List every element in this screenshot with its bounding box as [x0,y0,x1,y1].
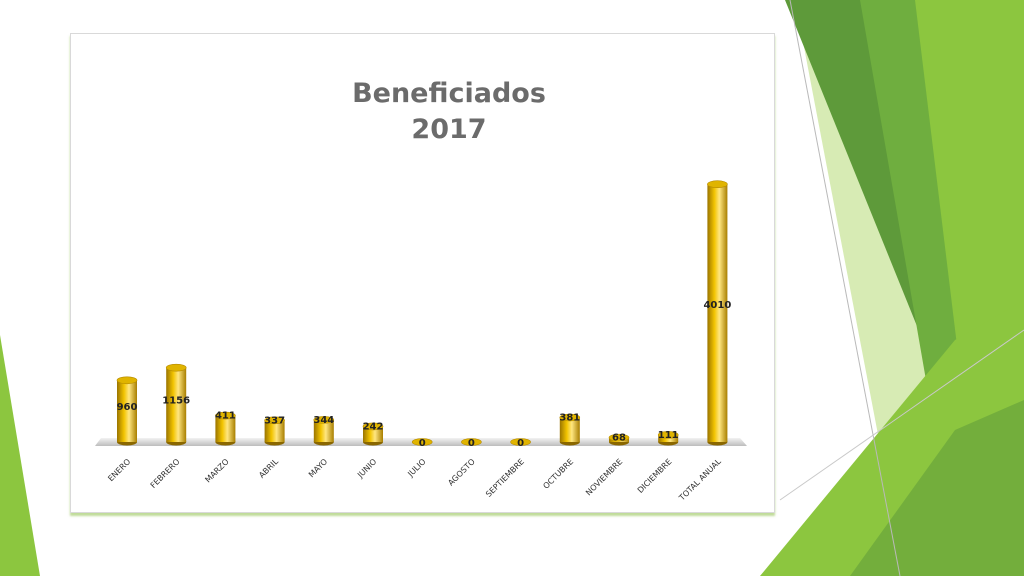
bar-mayo [313,416,335,446]
bar-octubre [559,413,581,446]
x-tick-label: NOVIEMBRE [584,457,624,497]
bar-septiembre [510,438,531,446]
bar-body [215,415,236,442]
x-tick-label: JUNIO [355,457,378,480]
bar-top [411,438,433,446]
x-tick-label: OCTUBRE [541,457,575,491]
x-tick-label: MARZO [203,457,230,484]
bar-top [461,438,482,446]
data-label: 68 [612,433,626,444]
data-label: 242 [363,421,384,432]
bar-body [166,367,187,442]
data-label: 0 [468,438,475,449]
bar-top [707,180,728,189]
left-green-stripe [0,335,40,576]
data-label: 960 [117,402,138,413]
data-label: 111 [658,430,679,441]
data-label: 0 [419,438,426,449]
bars-group: 960 ENERO 1156 FEBRERO 411 MARZO 337 ABRIL 344 MA… [106,180,731,503]
x-tick-label: MAYO [307,457,329,479]
bar-junio [362,422,384,446]
data-label: 1156 [162,395,190,406]
chart-title-line-2: 2017 [411,114,486,145]
bar-chart: Beneficiados 2017 960 ENERO 1156 FEBRERO 411… [95,78,747,503]
data-label: 411 [215,411,236,422]
bar-top [608,433,630,442]
chart-panel: Beneficiados 2017 960 ENERO 1156 FEBRERO 411… [70,33,775,513]
x-tick-label: JULIO [405,457,427,479]
data-label: 0 [517,438,524,449]
bar-top [165,363,187,372]
bar-agosto [461,438,482,446]
bar-body [313,419,334,442]
bar-top [559,413,581,422]
bar-top [362,422,384,431]
bar-marzo [215,411,236,446]
decor-line [789,0,901,576]
bar-top [264,416,285,425]
chart-title-line-1: Beneficiados [352,78,546,109]
bar-top [510,438,531,446]
decor-line [779,329,1024,501]
bar-febrero [165,363,187,446]
data-label: 337 [264,415,285,426]
x-tick-label: FEBRERO [149,457,182,490]
x-tick-label: TOTAL ANUAL [677,457,723,503]
x-tick-label: ABRIL [257,457,280,480]
bar-top [313,416,335,424]
x-tick-label: DICIEMBRE [636,457,674,495]
bar-enero [116,376,138,446]
x-tick-label: AGOSTO [446,457,476,487]
bar-abril [264,416,285,446]
bar-body [264,420,285,442]
bar-body [707,184,728,442]
x-tick-label: SEPTIEMBRE [484,457,526,499]
data-label: 344 [313,415,334,426]
bar-top [215,411,236,420]
bar-body [363,426,383,442]
bar-body [117,380,137,442]
x-tick-label: ENERO [106,457,132,483]
right-decor-bottom-dark [850,400,1024,576]
bar-diciembre [657,431,679,446]
data-label: 381 [559,413,580,424]
bar-julio [411,438,433,446]
data-label: 4010 [703,300,731,311]
bar-noviembre [608,433,630,446]
bar-total-anual [707,180,728,446]
bar-body [559,417,580,442]
bar-top [116,376,138,385]
bar-top [657,431,679,439]
